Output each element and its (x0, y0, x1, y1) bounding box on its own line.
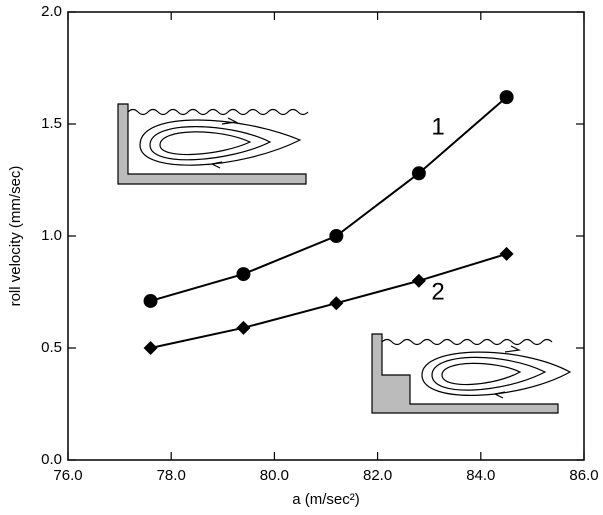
inset-diagram (371, 333, 572, 414)
marker (236, 267, 251, 282)
x-tick-label: 78.0 (157, 467, 186, 484)
y-tick-label: 2.0 (41, 3, 62, 20)
y-tick-label: 0.0 (41, 451, 62, 468)
inset-diagram (117, 103, 309, 185)
marker (411, 166, 426, 181)
series-line (150, 252, 507, 349)
x-axis-label: a (m/sec²) (292, 491, 360, 508)
y-axis-label: roll velocity (mm/sec) (7, 166, 24, 307)
y-tick-label: 0.5 (41, 339, 62, 356)
marker (143, 293, 158, 308)
y-tick-label: 1.5 (41, 115, 62, 132)
marker (329, 229, 344, 243)
series-label: 2 (431, 278, 444, 305)
x-tick-label: 84.0 (466, 467, 495, 484)
series-label: 1 (431, 113, 444, 140)
x-tick-label: 82.0 (363, 467, 392, 484)
x-tick-label: 86.0 (569, 467, 598, 484)
marker (143, 341, 158, 355)
marker (499, 90, 514, 105)
marker (236, 320, 251, 335)
y-tick-label: 1.0 (41, 227, 62, 244)
marker (499, 246, 514, 261)
marker (411, 273, 426, 288)
x-tick-label: 76.0 (53, 467, 82, 484)
x-tick-label: 80.0 (260, 467, 289, 484)
marker (329, 296, 344, 311)
